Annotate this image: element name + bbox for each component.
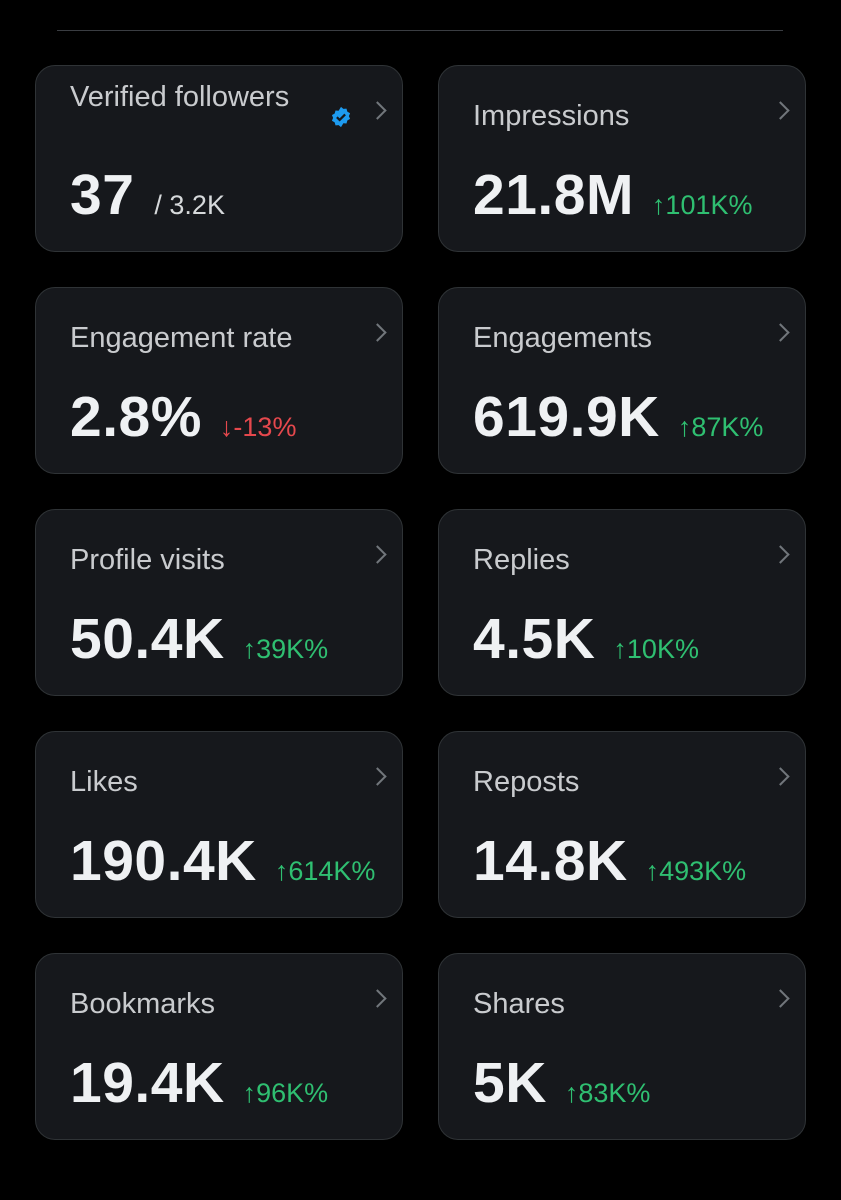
metric-title: Impressions xyxy=(473,100,630,132)
metric-change: ↑96K% xyxy=(242,1078,329,1108)
metric-value: 190.4K xyxy=(70,829,257,893)
metric-change: ↑614K% xyxy=(274,856,376,886)
metric-value: 5K xyxy=(473,1051,547,1115)
chevron-right-icon xyxy=(368,989,387,1008)
metric-change: ↑101K% xyxy=(651,190,753,220)
metric-change: ↓-13% xyxy=(219,412,297,442)
metric-title: Engagements xyxy=(473,322,652,354)
metric-title: Likes xyxy=(70,766,138,798)
metric-card-impressions[interactable]: Impressions 21.8M ↑101K% xyxy=(438,65,806,252)
chevron-right-icon xyxy=(771,323,790,342)
metric-card-reposts[interactable]: Reposts 14.8K ↑493K% xyxy=(438,731,806,918)
chevron-right-icon xyxy=(368,101,387,120)
metric-value: 619.9K xyxy=(473,385,660,449)
chevron-right-icon xyxy=(368,323,387,342)
metric-title: Verified followers xyxy=(70,81,290,113)
chevron-right-icon xyxy=(368,545,387,564)
metrics-grid: Verified followers 37 / 3.2K Impressions … xyxy=(35,65,806,1140)
metric-card-engagements[interactable]: Engagements 619.9K ↑87K% xyxy=(438,287,806,474)
chevron-right-icon xyxy=(771,767,790,786)
chevron-right-icon xyxy=(368,767,387,786)
metric-title: Shares xyxy=(473,988,565,1020)
metric-change: ↑87K% xyxy=(677,412,764,442)
metric-value: 21.8M xyxy=(473,163,634,227)
metric-card-replies[interactable]: Replies 4.5K ↑10K% xyxy=(438,509,806,696)
metric-value: 37 xyxy=(70,163,135,227)
metric-value: 19.4K xyxy=(70,1051,225,1115)
metric-value: 14.8K xyxy=(473,829,628,893)
metric-change: ↑83K% xyxy=(564,1078,651,1108)
metric-title: Engagement rate xyxy=(70,322,293,354)
metric-title: Replies xyxy=(473,544,570,576)
metric-card-shares[interactable]: Shares 5K ↑83K% xyxy=(438,953,806,1140)
divider xyxy=(57,30,783,31)
verified-badge-icon xyxy=(331,106,351,128)
chevron-right-icon xyxy=(771,989,790,1008)
metric-total: / 3.2K xyxy=(154,190,225,220)
metric-card-bookmarks[interactable]: Bookmarks 19.4K ↑96K% xyxy=(35,953,403,1140)
metric-card-engagement-rate[interactable]: Engagement rate 2.8% ↓-13% xyxy=(35,287,403,474)
chevron-right-icon xyxy=(771,101,790,120)
metric-value: 4.5K xyxy=(473,607,596,671)
metric-card-profile-visits[interactable]: Profile visits 50.4K ↑39K% xyxy=(35,509,403,696)
metric-change: ↑10K% xyxy=(613,634,699,664)
metric-value: 50.4K xyxy=(70,607,225,671)
chevron-right-icon xyxy=(771,545,790,564)
metric-title: Profile visits xyxy=(70,544,225,576)
metric-change: ↑39K% xyxy=(242,634,329,664)
metric-title: Bookmarks xyxy=(70,988,216,1020)
metric-value: 2.8% xyxy=(70,385,202,449)
metric-card-likes[interactable]: Likes 190.4K ↑614K% xyxy=(35,731,403,918)
metric-title: Reposts xyxy=(473,766,580,798)
metric-card-verified-followers[interactable]: Verified followers 37 / 3.2K xyxy=(35,65,403,252)
metric-change: ↑493K% xyxy=(645,856,747,886)
